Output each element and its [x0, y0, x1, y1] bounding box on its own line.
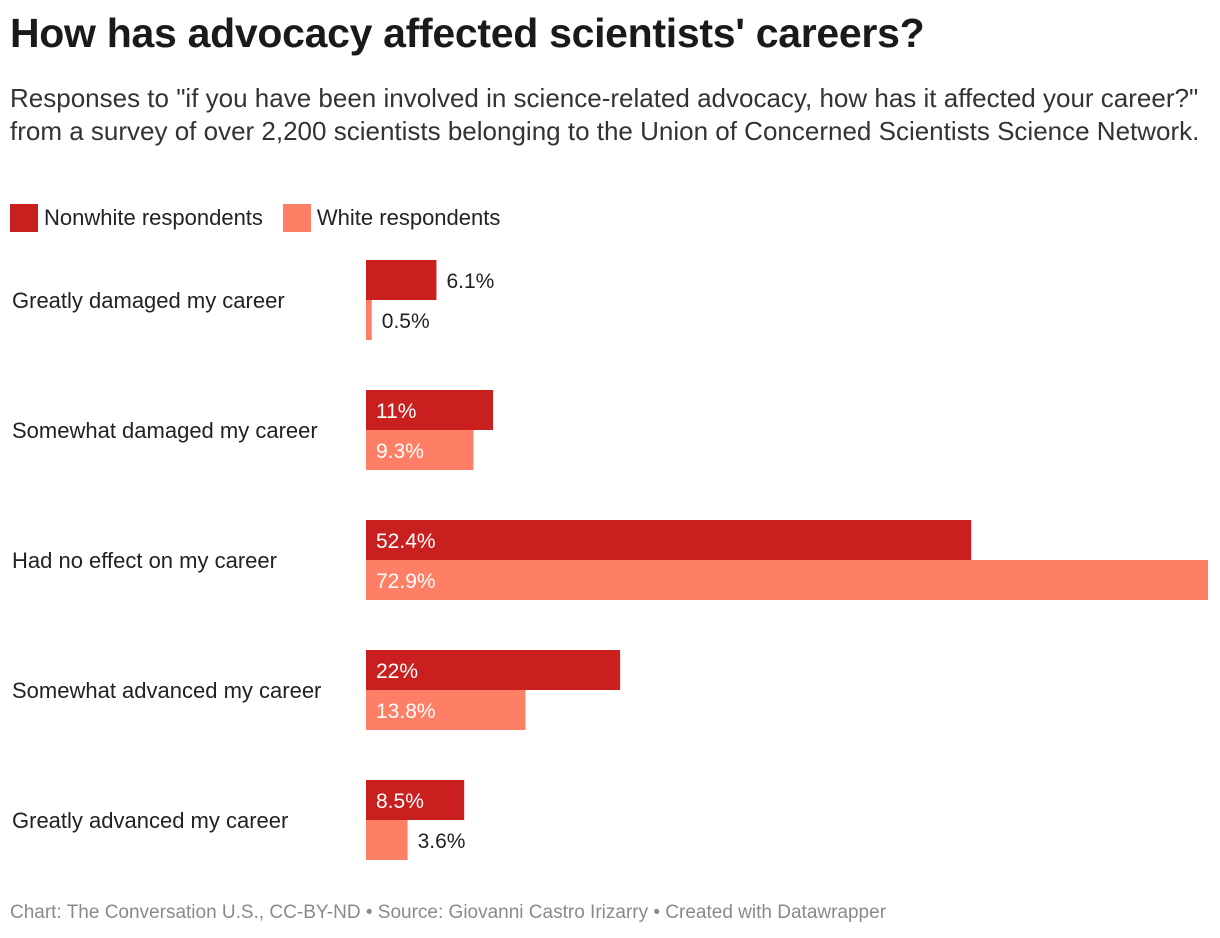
bar [366, 430, 474, 470]
data-label: 0.5% [382, 310, 430, 333]
legend-swatch-nonwhite [10, 204, 38, 232]
legend-label: White respondents [316, 205, 501, 230]
data-label: 8.5% [376, 790, 424, 813]
category-label: Somewhat damaged my career [12, 418, 318, 443]
data-label: 6.1% [446, 270, 494, 293]
data-label: 13.8% [376, 700, 436, 723]
category-label: Greatly advanced my career [12, 808, 288, 833]
bar [366, 390, 494, 430]
data-label: 22% [376, 660, 418, 683]
bar [366, 820, 408, 860]
data-label: 3.6% [418, 830, 466, 853]
data-label: 9.3% [376, 440, 424, 463]
legend-item-nonwhite: Nonwhite respondents [10, 204, 263, 232]
legend: Nonwhite respondents White respondents [10, 204, 500, 232]
bar [366, 650, 621, 690]
category-label: Had no effect on my career [12, 548, 277, 573]
legend-item-white: White respondents [282, 204, 501, 232]
data-label: 52.4% [376, 530, 436, 553]
bar [366, 260, 437, 300]
chart-subtitle: Responses to "if you have been involved … [10, 83, 1200, 146]
legend-swatch-white [282, 204, 311, 232]
chart-title: How has advocacy affected scientists' ca… [10, 10, 925, 56]
data-label: 72.9% [376, 570, 436, 593]
bar [366, 560, 1208, 600]
bar [366, 780, 465, 820]
chart-footer: Chart: The Conversation U.S., CC-BY-ND •… [10, 902, 887, 923]
bar [366, 690, 526, 730]
bar [366, 300, 372, 340]
legend-label: Nonwhite respondents [44, 205, 263, 230]
category-label: Somewhat advanced my career [12, 678, 321, 703]
data-label: 11% [376, 400, 416, 423]
category-label: Greatly damaged my career [12, 288, 285, 313]
bar [366, 520, 972, 560]
